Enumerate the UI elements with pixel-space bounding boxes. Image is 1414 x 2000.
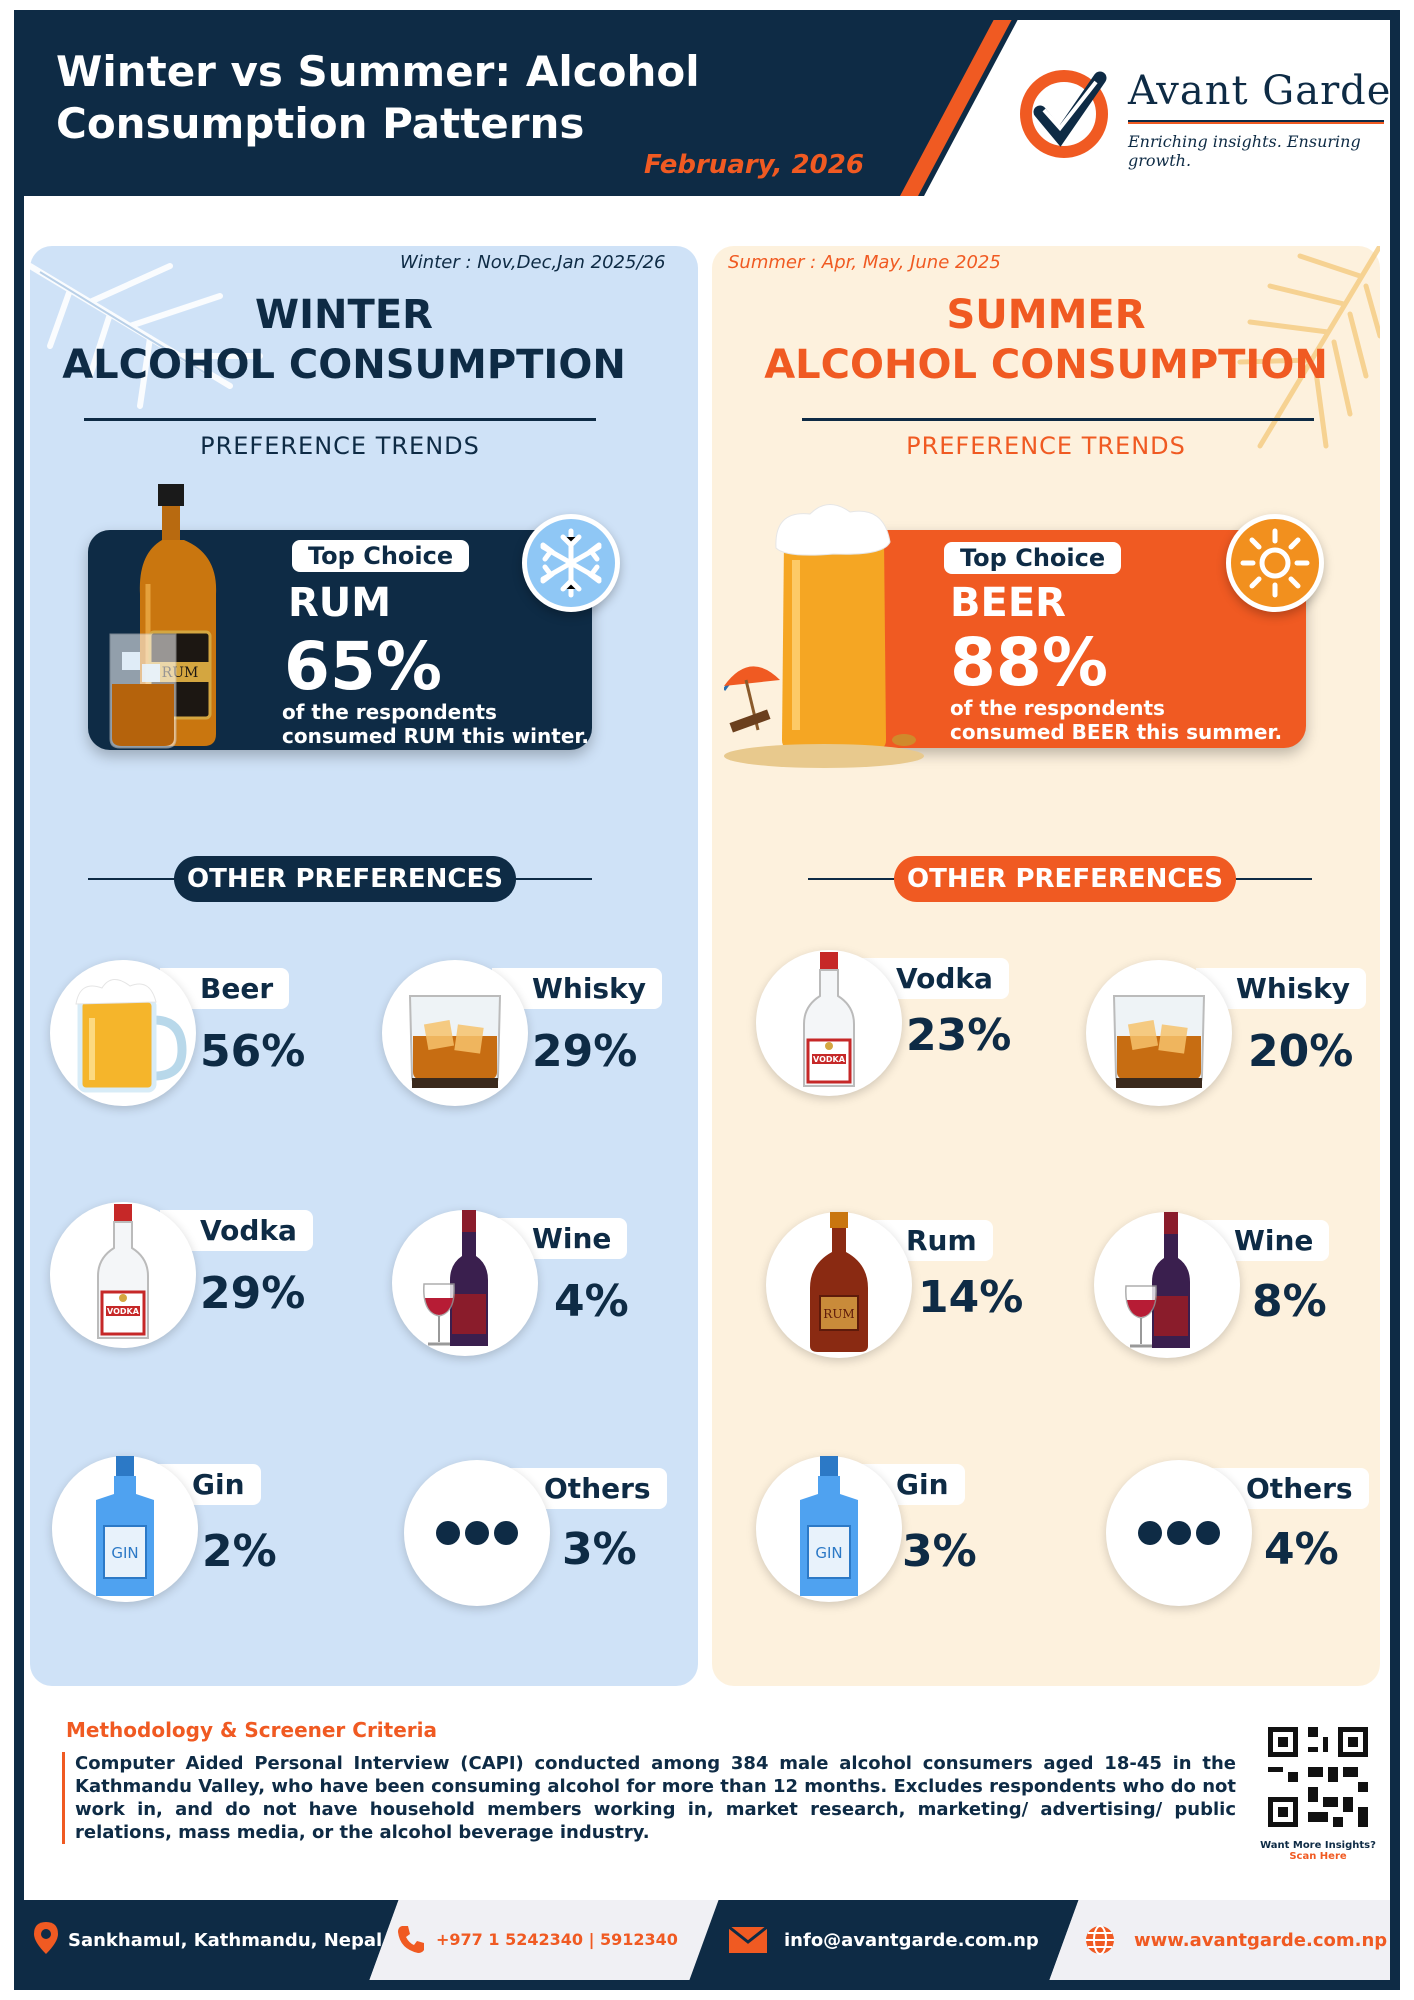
whisky-glass-icon xyxy=(408,995,502,1088)
summer-other-header: OTHER PREFERENCES xyxy=(894,856,1236,902)
item-pct: 4% xyxy=(1264,1524,1339,1575)
item-pct: 23% xyxy=(906,1010,1012,1061)
item-pct: 3% xyxy=(562,1524,637,1575)
footer: Sankhamul, Kathmandu, Nepal +977 1 52423… xyxy=(24,1900,1390,1980)
gin-bottle-label: GIN xyxy=(815,1544,842,1562)
brand-name: Avant Garde xyxy=(1128,68,1390,114)
winter-top-note-1: of the respondents xyxy=(282,700,497,724)
globe-icon xyxy=(1086,1925,1114,1955)
summer-top-drink: BEER xyxy=(950,580,1066,626)
winter-top-drink: RUM xyxy=(288,580,392,626)
brand-logo: Avant Garde Enriching insights. Ensuring… xyxy=(1014,60,1390,170)
sun-badge xyxy=(1226,514,1324,612)
more-dots-icon xyxy=(436,1521,518,1545)
summer-item-vodka: Vodka VODKA 23% xyxy=(756,950,1066,1100)
summer-title-2: ALCOHOL CONSUMPTION xyxy=(764,342,1328,388)
summer-item-rum: Rum RUM 14% xyxy=(766,1212,1076,1362)
item-pct: 2% xyxy=(202,1526,277,1577)
winter-other-header: OTHER PREFERENCES xyxy=(174,856,516,902)
summer-item-whisky: Whisky 20% xyxy=(1086,960,1396,1110)
whisky-glass-icon xyxy=(1112,995,1206,1088)
phone-icon xyxy=(398,1926,424,1953)
item-pct: 20% xyxy=(1248,1026,1354,1077)
sun-icon xyxy=(1240,528,1310,598)
summer-top-pct: 88% xyxy=(950,624,1108,701)
winter-item-vodka: Vodka VODKA 29% xyxy=(50,1202,360,1352)
methodology-title: Methodology & Screener Criteria xyxy=(66,1718,437,1742)
palm-leaf-icon xyxy=(1237,246,1380,449)
winter-top-note-2: consumed RUM this winter. xyxy=(282,724,589,748)
summer-title-1: SUMMER xyxy=(946,292,1146,338)
item-label: Vodka xyxy=(160,1210,313,1251)
item-pct: 4% xyxy=(554,1276,629,1327)
winter-top-pct: 65% xyxy=(284,628,442,705)
summer-period: Summer : Apr, May, June 2025 xyxy=(728,252,1001,273)
header: Winter vs Summer: Alcohol Consumption Pa… xyxy=(24,20,1390,196)
footer-website[interactable]: www.avantgarde.com.np xyxy=(1134,1930,1388,1951)
item-pct: 29% xyxy=(200,1268,306,1319)
winter-title-2: ALCOHOL CONSUMPTION xyxy=(62,342,626,388)
gin-bottle-label: GIN xyxy=(111,1544,138,1562)
winter-item-gin: Gin GIN 2% xyxy=(52,1456,362,1606)
more-dots-icon xyxy=(1138,1521,1220,1545)
vodka-bottle-label: VODKA xyxy=(813,1055,846,1064)
gin-bottle-icon: GIN xyxy=(800,1456,858,1596)
summer-trends-label: PREFERENCE TRENDS xyxy=(906,432,1186,460)
summer-top-note-2: consumed BEER this summer. xyxy=(950,720,1283,744)
item-pct: 14% xyxy=(918,1272,1024,1323)
vodka-bottle-icon: VODKA xyxy=(803,952,855,1087)
winter-item-others: Others 3% xyxy=(404,1460,714,1610)
footer-address: Sankhamul, Kathmandu, Nepal xyxy=(68,1930,383,1951)
qr-line-2: Scan Here xyxy=(1289,1851,1347,1862)
qr-line-1: Want More Insights? xyxy=(1260,1840,1376,1851)
frosted-branch-icon xyxy=(30,263,263,409)
vodka-bottle-icon: VODKA xyxy=(97,1204,149,1339)
wine-icon xyxy=(423,1210,488,1346)
item-pct: 3% xyxy=(902,1526,977,1577)
summer-item-others: Others 4% xyxy=(1106,1460,1414,1610)
snowflake-badge xyxy=(522,514,620,612)
page-border xyxy=(14,10,1400,1990)
page-title: Winter vs Summer: Alcohol Consumption Pa… xyxy=(56,47,700,148)
summer-divider xyxy=(802,418,1314,421)
item-pct: 29% xyxy=(532,1026,638,1077)
winter-item-wine: Wine 4% xyxy=(392,1210,702,1360)
footer-email[interactable]: info@avantgarde.com.np xyxy=(784,1930,1039,1951)
report-date: February, 2026 xyxy=(644,150,864,180)
beer-mug-icon xyxy=(75,979,187,1093)
summer-top-choice-pill: Top Choice xyxy=(944,542,1122,574)
winter-trends-label: PREFERENCE TRENDS xyxy=(200,432,480,460)
qr-code-icon[interactable] xyxy=(1263,1722,1373,1832)
rum-bottle-glass-icon: RUM xyxy=(109,484,217,749)
rum-bottle-icon: RUM xyxy=(810,1212,868,1352)
beer-glass-beach-icon xyxy=(724,504,924,768)
winter-title-1: WINTER xyxy=(255,292,433,338)
qr-code-block[interactable]: Want More Insights? Scan Here xyxy=(1256,1722,1380,1878)
summer-item-gin: Gin GIN 3% xyxy=(756,1456,1066,1606)
summer-item-wine: Wine 8% xyxy=(1094,1212,1404,1362)
item-label: Others xyxy=(1206,1468,1369,1509)
winter-top-choice-pill: Top Choice xyxy=(292,540,470,572)
gin-bottle-icon: GIN xyxy=(96,1456,154,1596)
winter-divider xyxy=(84,418,596,421)
summer-top-note-1: of the respondents xyxy=(950,696,1165,720)
email-icon xyxy=(728,1926,768,1953)
brand-tagline: Enriching insights. Ensuring growth. xyxy=(1128,132,1361,170)
item-pct: 56% xyxy=(200,1026,306,1077)
footer-phone[interactable]: +977 1 5242340 | 5912340 xyxy=(436,1930,678,1949)
rum-bottle-label: RUM xyxy=(823,1307,854,1321)
methodology-text: Computer Aided Personal Interview (CAPI)… xyxy=(62,1752,1236,1844)
winter-item-whisky: Whisky 29% xyxy=(382,960,692,1110)
check-logo-icon xyxy=(1020,70,1108,158)
location-pin-icon xyxy=(34,1922,58,1954)
winter-item-beer: Beer 56% xyxy=(50,960,360,1110)
winter-period: Winter : Nov,Dec,Jan 2025/26 xyxy=(400,252,666,273)
vodka-bottle-label: VODKA xyxy=(107,1307,140,1316)
item-label: Wine xyxy=(492,1218,628,1259)
item-pct: 8% xyxy=(1252,1276,1327,1327)
brand-rule xyxy=(1128,120,1384,124)
wine-icon xyxy=(1125,1212,1190,1348)
snowflake-icon xyxy=(540,528,602,598)
